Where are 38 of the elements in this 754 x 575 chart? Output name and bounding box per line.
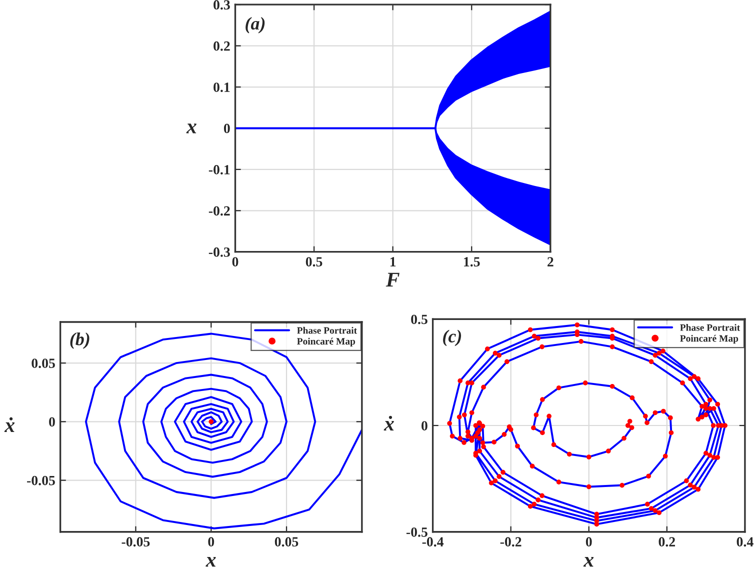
y-axis-title: ẋ xyxy=(4,417,15,432)
legend-label: Poincaré Map xyxy=(680,334,738,344)
y-tick-label: 0.2 xyxy=(214,41,230,51)
y-axis-title: x xyxy=(186,124,196,134)
legend-label: Phase Portrait xyxy=(680,324,740,331)
y-tick-label: 0.5 xyxy=(411,314,428,324)
annotation: (a) xyxy=(246,16,265,34)
x-tick-label: -0.05 xyxy=(122,537,150,547)
x-tick-label: 0.2 xyxy=(658,537,675,547)
x-tick-label: -0.2 xyxy=(500,537,522,547)
legend-label: Phase Portrait xyxy=(297,326,358,334)
y-tick-label: -0.2 xyxy=(208,206,230,216)
x-axis-title: x xyxy=(583,557,594,567)
y-axis-title: ẋ xyxy=(384,416,394,431)
x-tick-label: 1 xyxy=(390,257,396,266)
x-tick-label: 1.5 xyxy=(464,257,480,267)
y-tick-label: -0.1 xyxy=(208,165,230,174)
y-tick-label: 0 xyxy=(422,421,428,430)
y-tick-label: -0.3 xyxy=(208,247,230,257)
y-tick-label: 0.3 xyxy=(214,0,230,10)
x-tick-label: 0.05 xyxy=(274,537,298,547)
x-tick-label: 0.5 xyxy=(306,257,322,267)
x-tick-label: 0 xyxy=(232,257,238,266)
x-axis-title: x xyxy=(206,557,216,567)
annotation: (b) xyxy=(70,332,90,349)
y-tick-label: -0.05 xyxy=(27,476,55,486)
x-tick-label: -0.4 xyxy=(422,537,444,547)
y-tick-label: -0.5 xyxy=(406,527,428,537)
y-tick-label: 0 xyxy=(224,124,230,134)
y-tick-label: 0 xyxy=(49,417,55,427)
x-tick-label: 0 xyxy=(586,537,592,547)
x-axis-title: F xyxy=(386,272,400,287)
legend-label: Poincaré Map xyxy=(297,338,356,347)
y-tick-label: 0.05 xyxy=(32,358,55,368)
annotation: (c) xyxy=(443,330,462,346)
x-tick-label: 0.4 xyxy=(736,537,754,547)
y-tick-label: 0.1 xyxy=(214,82,230,92)
x-tick-label: 2 xyxy=(548,257,554,266)
